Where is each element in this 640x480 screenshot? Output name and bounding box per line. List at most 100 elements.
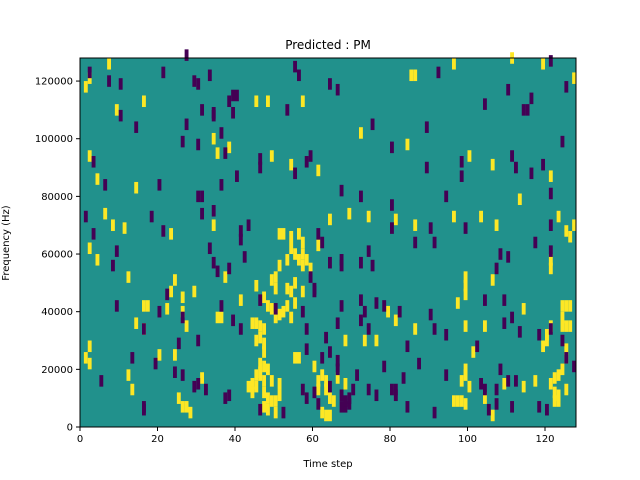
heatmap-cell-low bbox=[339, 254, 344, 266]
heatmap-cell-high bbox=[254, 279, 259, 292]
heatmap-cell-low bbox=[153, 357, 158, 370]
heatmap-cell-low bbox=[273, 303, 278, 315]
heatmap-cell-high bbox=[413, 69, 418, 82]
heatmap-cell-high bbox=[289, 285, 294, 298]
heatmap-cell-high bbox=[548, 170, 553, 182]
heatmap-cell-high bbox=[300, 259, 305, 272]
heatmap-cell-high bbox=[572, 219, 577, 231]
heatmap-cell-low bbox=[180, 135, 185, 148]
heatmap-cell-low bbox=[525, 104, 530, 116]
heatmap-cell-high bbox=[289, 311, 294, 324]
heatmap-cell-low bbox=[200, 207, 205, 220]
heatmap-cell-low bbox=[161, 66, 166, 79]
heatmap-cell-low bbox=[223, 392, 228, 404]
heatmap-cell-high bbox=[463, 398, 468, 410]
heatmap-cell-low bbox=[231, 89, 236, 102]
heatmap-cell-high bbox=[568, 230, 573, 243]
heatmap-cell-low bbox=[510, 311, 515, 324]
heatmap-cell-high bbox=[568, 320, 573, 332]
heatmap-cell-high bbox=[463, 288, 468, 301]
heatmap-cell-high bbox=[320, 369, 325, 381]
heatmap-cell-high bbox=[413, 219, 418, 231]
heatmap-cell-high bbox=[343, 377, 348, 390]
heatmap-cell-low bbox=[192, 380, 197, 393]
heatmap-cell-high bbox=[83, 352, 88, 364]
heatmap-cell-high bbox=[262, 401, 267, 413]
heatmap-cell-high bbox=[258, 357, 263, 370]
heatmap-cell-high bbox=[111, 219, 115, 231]
heatmap-cell-low bbox=[324, 331, 329, 344]
plot-frame bbox=[79, 57, 577, 428]
heatmap-cell-high bbox=[180, 291, 185, 304]
heatmap-cell-high bbox=[107, 58, 112, 70]
heatmap-cell-low bbox=[366, 383, 371, 396]
heatmap-cell-high bbox=[560, 300, 565, 312]
heatmap-cell-low bbox=[219, 127, 224, 139]
heatmap-cell-low bbox=[207, 242, 212, 255]
heatmap-cell-low bbox=[548, 55, 553, 67]
heatmap-cell-low bbox=[405, 401, 410, 413]
heatmap-cell-low bbox=[200, 104, 205, 116]
heatmap-cell-low bbox=[432, 323, 437, 335]
heatmap-cell-high bbox=[250, 386, 255, 399]
heatmap-cell-low bbox=[366, 245, 371, 257]
heatmap-cell-high bbox=[126, 369, 131, 381]
heatmap-cell-low bbox=[335, 354, 340, 367]
heatmap-cell-low bbox=[304, 156, 309, 168]
heatmap-cell-low bbox=[293, 167, 298, 180]
heatmap-cell-low bbox=[320, 236, 325, 249]
heatmap-cell-high bbox=[463, 369, 468, 381]
heatmap-cell-low bbox=[510, 401, 515, 413]
heatmap-cell-high bbox=[455, 297, 460, 309]
heatmap-cell-high bbox=[262, 360, 267, 373]
heatmap-cell-low bbox=[300, 305, 305, 318]
heatmap-cell-low bbox=[424, 161, 429, 174]
heatmap-cell-low bbox=[219, 300, 224, 312]
heatmap-cell-high bbox=[266, 403, 270, 416]
heatmap-cell-high bbox=[254, 95, 259, 108]
heatmap-cell-high bbox=[467, 380, 472, 393]
heatmap-cell-low bbox=[486, 403, 491, 416]
heatmap-cell-low bbox=[130, 352, 135, 364]
heatmap-cell-low bbox=[370, 118, 375, 131]
heatmap-cell-low bbox=[339, 259, 344, 272]
heatmap-cell-low bbox=[494, 262, 499, 275]
heatmap-cell-high bbox=[273, 395, 278, 407]
heatmap-cell-high bbox=[548, 262, 553, 275]
heatmap-cell-high bbox=[533, 375, 538, 387]
heatmap-cell-low bbox=[227, 95, 232, 108]
heatmap-cell-high bbox=[145, 300, 150, 312]
heatmap-cell-high bbox=[277, 377, 282, 390]
heatmap-cell-high bbox=[548, 377, 553, 390]
heatmap-cell-low bbox=[83, 210, 88, 223]
heatmap-cell-high bbox=[95, 254, 100, 266]
heatmap-cell-high bbox=[300, 285, 305, 298]
heatmap-cell-high bbox=[277, 259, 282, 272]
heatmap-cell-high bbox=[297, 352, 301, 364]
x-tick-label: 120 bbox=[535, 434, 554, 445]
heatmap-cell-low bbox=[103, 179, 108, 191]
heatmap-cell-high bbox=[467, 150, 472, 162]
heatmap-cell-low bbox=[196, 78, 201, 90]
heatmap-cell-low bbox=[494, 383, 499, 396]
heatmap-cell-low bbox=[521, 104, 526, 116]
heatmap-cell-high bbox=[293, 352, 298, 364]
heatmap-cell-low bbox=[328, 346, 332, 358]
heatmap-cell-low bbox=[572, 360, 577, 373]
heatmap-cell-low bbox=[479, 377, 484, 390]
heatmap-cell-high bbox=[103, 207, 108, 220]
heatmap-cell-high bbox=[556, 389, 561, 402]
heatmap-cell-low bbox=[506, 251, 511, 263]
heatmap-cell-low bbox=[157, 305, 162, 318]
heatmap-cell-low bbox=[99, 375, 104, 387]
heatmap-cell-low bbox=[506, 375, 511, 387]
heatmap-cell-low bbox=[390, 199, 394, 211]
heatmap-cell-low bbox=[374, 297, 379, 309]
heatmap-cell-low bbox=[537, 401, 542, 413]
heatmap-cell-high bbox=[293, 248, 298, 260]
heatmap-cell-high bbox=[541, 58, 546, 70]
heatmap-cell-low bbox=[184, 49, 189, 61]
heatmap-cell-high bbox=[262, 375, 267, 387]
heatmap-cell-high bbox=[184, 320, 189, 332]
heatmap-cell-high bbox=[87, 357, 92, 370]
